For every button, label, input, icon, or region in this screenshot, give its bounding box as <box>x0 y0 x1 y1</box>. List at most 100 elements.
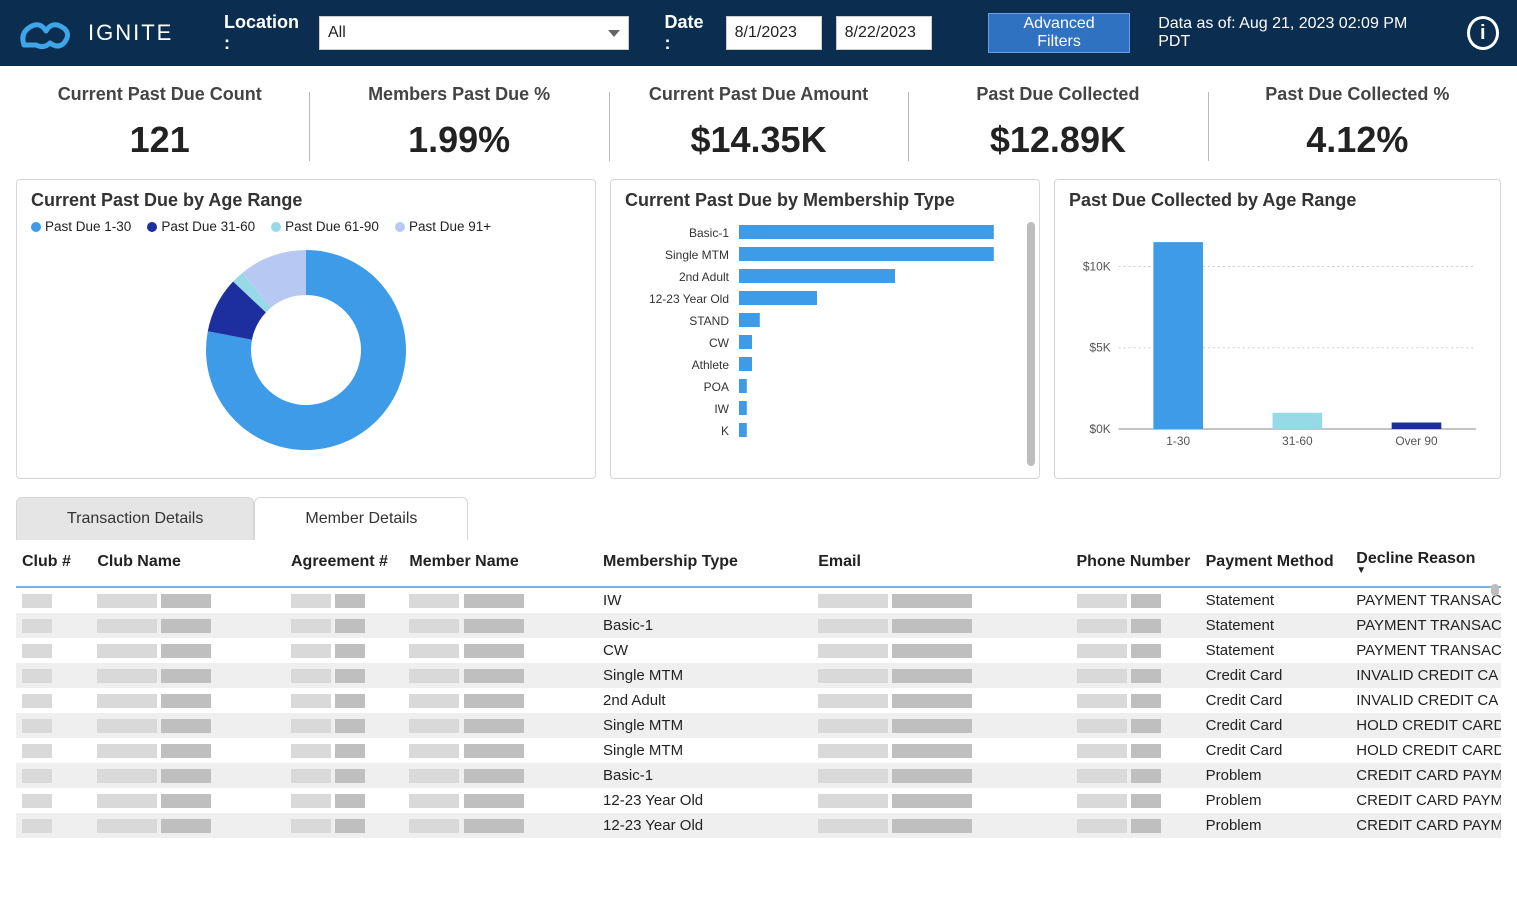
date-label: Date : <box>665 12 712 54</box>
svg-text:POA: POA <box>704 380 729 394</box>
svg-text:IW: IW <box>714 402 729 416</box>
info-icon[interactable]: i <box>1467 16 1499 50</box>
svg-text:$10K: $10K <box>1083 259 1111 273</box>
kpi-card: Members Past Due % 1.99% <box>309 84 608 161</box>
svg-text:$5K: $5K <box>1090 341 1111 355</box>
svg-text:12-23 Year Old: 12-23 Year Old <box>649 292 729 306</box>
column-header[interactable]: Agreement # <box>285 540 403 587</box>
table-row[interactable]: Single MTM Credit CardINVALID CREDIT CA <box>16 663 1501 688</box>
cell-decline: HOLD CREDIT CARD <box>1350 738 1501 763</box>
kpi-row: Current Past Due Count 121Members Past D… <box>0 66 1517 169</box>
vbar-title: Past Due Collected by Age Range <box>1069 190 1486 211</box>
table-row[interactable]: Basic-1 StatementPAYMENT TRANSAC <box>16 613 1501 638</box>
svg-text:2nd Adult: 2nd Adult <box>679 270 730 284</box>
table-row[interactable]: Single MTM Credit CardHOLD CREDIT CARD <box>16 713 1501 738</box>
data-asof: Data as of: Aug 21, 2023 02:09 PM PDT <box>1158 15 1427 51</box>
svg-text:K: K <box>721 424 729 438</box>
svg-text:STAND: STAND <box>689 314 729 328</box>
tab-transaction-details[interactable]: Transaction Details <box>16 497 254 540</box>
cell-pay: Credit Card <box>1200 688 1351 713</box>
cell-pay: Credit Card <box>1200 713 1351 738</box>
legend-item: Past Due 31-60 <box>147 219 255 234</box>
location-value: All <box>328 24 346 42</box>
hbar-scrollbar[interactable] <box>1027 222 1035 466</box>
date-to-input[interactable] <box>836 16 932 50</box>
table-row[interactable]: Single MTM Credit CardHOLD CREDIT CARD <box>16 738 1501 763</box>
cell-mtype: Single MTM <box>597 738 812 763</box>
advanced-filters-button[interactable]: Advanced Filters <box>988 13 1130 53</box>
kpi-card: Past Due Collected $12.89K <box>908 84 1207 161</box>
brand-name: IGNITE <box>88 20 173 46</box>
hbar-title: Current Past Due by Membership Type <box>625 190 1025 211</box>
brand-logo <box>18 15 72 51</box>
kpi-value: 1.99% <box>315 119 602 161</box>
donut-title: Current Past Due by Age Range <box>31 190 581 211</box>
kpi-value: $14.35K <box>615 119 902 161</box>
donut-chart <box>31 240 581 460</box>
svg-text:Over 90: Over 90 <box>1395 434 1438 448</box>
legend-item: Past Due 1-30 <box>31 219 131 234</box>
column-header[interactable]: Member Name <box>403 540 597 587</box>
cell-pay: Problem <box>1200 763 1351 788</box>
tabs-area: Transaction Details Member Details <box>0 489 1517 540</box>
table-wrap: Club #Club NameAgreement #Member NameMem… <box>0 540 1517 838</box>
kpi-title: Current Past Due Count <box>16 84 303 105</box>
column-header[interactable]: Club # <box>16 540 91 587</box>
location-label: Location : <box>224 12 305 54</box>
location-select[interactable]: All <box>319 16 629 50</box>
svg-text:1-30: 1-30 <box>1166 434 1190 448</box>
header-bar: IGNITE Location : All Date : Advanced Fi… <box>0 0 1517 66</box>
column-header[interactable]: Payment Method <box>1200 540 1351 587</box>
donut-legend: Past Due 1-30 Past Due 31-60 Past Due 61-9… <box>31 219 581 234</box>
tab-member-details[interactable]: Member Details <box>254 497 468 540</box>
cell-pay: Statement <box>1200 613 1351 638</box>
cell-mtype: 12-23 Year Old <box>597 813 812 838</box>
cell-decline: PAYMENT TRANSAC <box>1350 638 1501 663</box>
cell-mtype: Single MTM <box>597 713 812 738</box>
column-header[interactable]: Phone Number <box>1071 540 1200 587</box>
table-scrollbar[interactable] <box>1491 584 1499 596</box>
legend-item: Past Due 91+ <box>395 219 491 234</box>
kpi-title: Past Due Collected % <box>1214 84 1501 105</box>
table-row[interactable]: CW StatementPAYMENT TRANSAC <box>16 638 1501 663</box>
cell-decline: INVALID CREDIT CA <box>1350 688 1501 713</box>
cell-decline: CREDIT CARD PAYM <box>1350 763 1501 788</box>
kpi-value: 121 <box>16 119 303 161</box>
table-row[interactable]: 12-23 Year Old ProblemCREDIT CARD PAYM <box>16 788 1501 813</box>
kpi-card: Past Due Collected % 4.12% <box>1208 84 1507 161</box>
svg-text:$0K: $0K <box>1090 422 1111 436</box>
cell-decline: CREDIT CARD PAYM <box>1350 788 1501 813</box>
cell-decline: HOLD CREDIT CARD <box>1350 713 1501 738</box>
panels-row: Current Past Due by Age Range Past Due 1… <box>0 169 1517 489</box>
kpi-card: Current Past Due Amount $14.35K <box>609 84 908 161</box>
kpi-value: 4.12% <box>1214 119 1501 161</box>
chevron-down-icon <box>608 30 620 37</box>
cell-pay: Statement <box>1200 638 1351 663</box>
panel-hbar: Current Past Due by Membership Type Basi… <box>610 179 1040 479</box>
members-table: Club #Club NameAgreement #Member NameMem… <box>16 540 1501 838</box>
kpi-card: Current Past Due Count 121 <box>10 84 309 161</box>
svg-text:31-60: 31-60 <box>1282 434 1313 448</box>
column-header[interactable]: Club Name <box>91 540 285 587</box>
table-row[interactable]: Basic-1 ProblemCREDIT CARD PAYM <box>16 763 1501 788</box>
svg-text:CW: CW <box>709 336 730 350</box>
cell-mtype: IW <box>597 587 812 613</box>
column-header[interactable]: Membership Type <box>597 540 812 587</box>
legend-item: Past Due 61-90 <box>271 219 379 234</box>
cell-mtype: 2nd Adult <box>597 688 812 713</box>
column-header[interactable]: Email <box>812 540 1070 587</box>
cell-mtype: Single MTM <box>597 663 812 688</box>
kpi-title: Current Past Due Amount <box>615 84 902 105</box>
cell-pay: Credit Card <box>1200 663 1351 688</box>
column-header[interactable]: Decline Reason▼ <box>1350 540 1501 587</box>
table-row[interactable]: 12-23 Year Old ProblemCREDIT CARD PAYM <box>16 813 1501 838</box>
kpi-value: $12.89K <box>914 119 1201 161</box>
cell-decline: CREDIT CARD PAYM <box>1350 813 1501 838</box>
table-row[interactable]: IW StatementPAYMENT TRANSAC <box>16 587 1501 613</box>
svg-text:Athlete: Athlete <box>692 358 730 372</box>
cell-mtype: Basic-1 <box>597 763 812 788</box>
date-from-input[interactable] <box>726 16 822 50</box>
cell-decline: PAYMENT TRANSAC <box>1350 613 1501 638</box>
cell-mtype: 12-23 Year Old <box>597 788 812 813</box>
table-row[interactable]: 2nd Adult Credit CardINVALID CREDIT CA <box>16 688 1501 713</box>
